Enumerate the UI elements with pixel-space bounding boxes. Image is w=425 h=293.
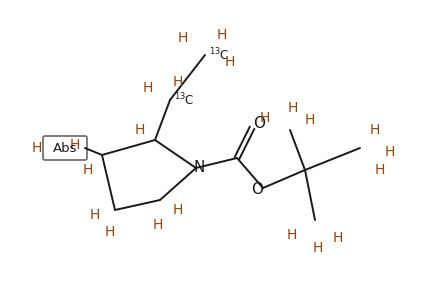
Text: H: H xyxy=(32,141,42,155)
Text: H: H xyxy=(135,123,145,137)
Text: H: H xyxy=(305,113,315,127)
Text: H: H xyxy=(153,218,163,232)
Text: H: H xyxy=(178,31,188,45)
Text: O: O xyxy=(253,117,265,132)
Text: $^{13}$C: $^{13}$C xyxy=(174,92,195,108)
Text: H: H xyxy=(105,225,115,239)
Text: H: H xyxy=(173,75,183,89)
Text: H: H xyxy=(70,138,80,152)
Text: H: H xyxy=(385,145,395,159)
FancyBboxPatch shape xyxy=(43,136,87,160)
Text: H: H xyxy=(143,81,153,95)
Text: H: H xyxy=(370,123,380,137)
Text: H: H xyxy=(288,101,298,115)
Text: Abs: Abs xyxy=(53,142,77,154)
Text: O: O xyxy=(251,183,263,197)
Text: H: H xyxy=(83,163,93,177)
Text: H: H xyxy=(225,55,235,69)
Text: $^{13}$C: $^{13}$C xyxy=(209,47,230,63)
Text: H: H xyxy=(173,203,183,217)
Text: H: H xyxy=(287,228,297,242)
Text: H: H xyxy=(217,28,227,42)
Text: H: H xyxy=(333,231,343,245)
Text: N: N xyxy=(193,161,205,176)
Text: H: H xyxy=(260,111,270,125)
Text: H: H xyxy=(90,208,100,222)
Text: H: H xyxy=(375,163,385,177)
Text: H: H xyxy=(313,241,323,255)
